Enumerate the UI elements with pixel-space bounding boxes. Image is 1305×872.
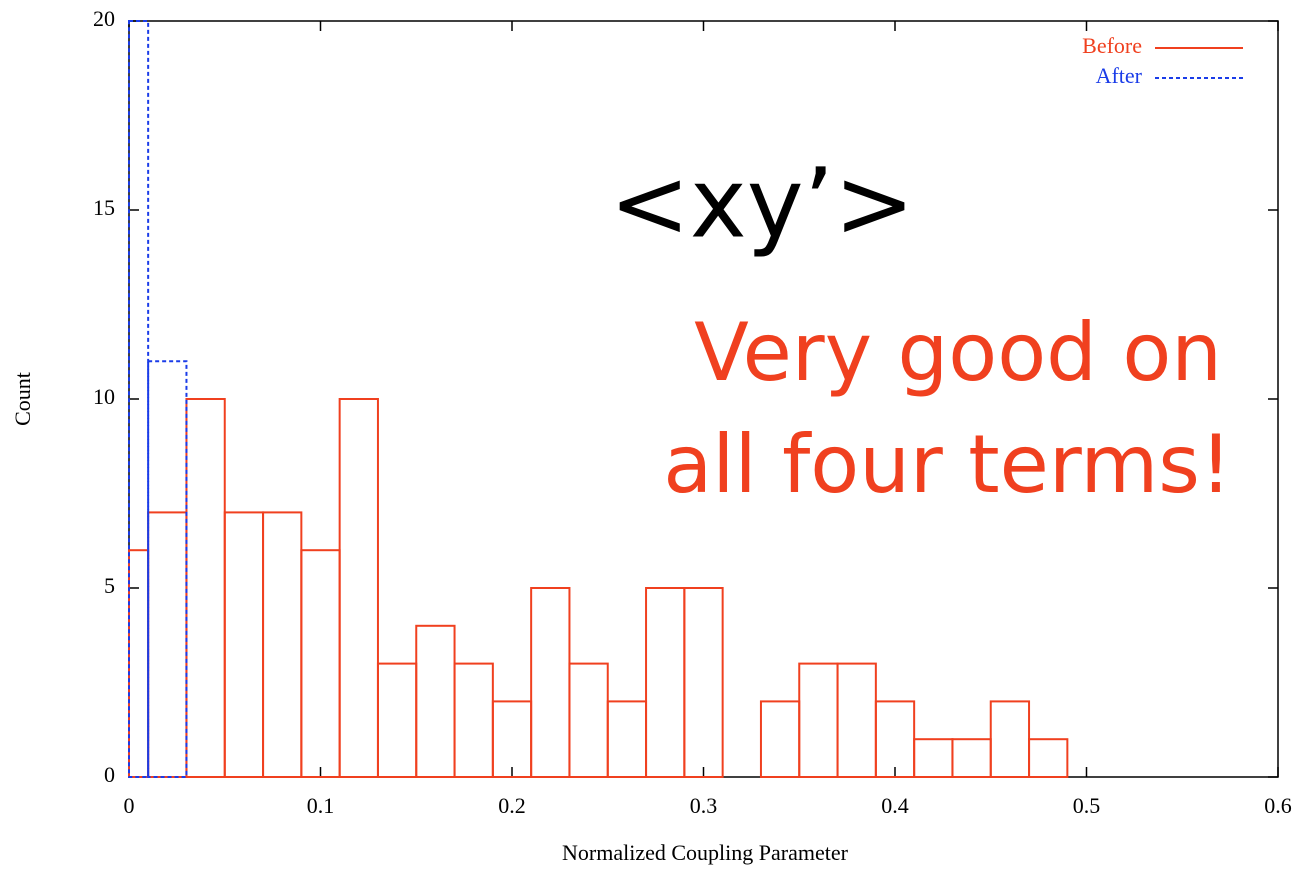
histogram-bar xyxy=(300,549,341,779)
y-tick-label: 15 xyxy=(93,195,115,220)
y-tick-label: 20 xyxy=(93,6,115,31)
histogram-bar xyxy=(798,662,839,778)
legend-label: Before xyxy=(1082,33,1142,58)
histogram-bar xyxy=(147,511,188,779)
histogram-bar xyxy=(989,700,1031,779)
histogram-bar xyxy=(1028,738,1069,779)
histogram-bar xyxy=(223,511,265,779)
x-tick-label: 0.3 xyxy=(690,793,718,818)
histogram-bar xyxy=(376,662,418,778)
x-axis-label: Normalized Coupling Parameter xyxy=(562,840,849,865)
legend-label: After xyxy=(1096,63,1143,88)
y-tick-label: 10 xyxy=(93,384,115,409)
histogram-bar xyxy=(606,700,648,779)
annotation: all four terms! xyxy=(663,418,1232,511)
histogram-bar xyxy=(128,20,150,778)
x-tick-label: 0.5 xyxy=(1073,793,1101,818)
histogram-bar xyxy=(262,511,303,779)
x-tick-label: 0.2 xyxy=(498,793,526,818)
histogram-bar xyxy=(128,549,150,779)
histogram-bar xyxy=(338,398,379,778)
histogram-bar xyxy=(147,360,188,778)
histogram-bar xyxy=(645,587,686,778)
y-axis-label: Count xyxy=(10,372,35,426)
histogram-bar xyxy=(568,662,609,778)
histogram-bar xyxy=(491,700,533,779)
histogram-bar xyxy=(874,700,916,779)
annotation: Very good on xyxy=(694,306,1222,399)
histogram-bar xyxy=(530,587,571,778)
annotation: <xy’> xyxy=(609,147,914,259)
y-tick-label: 0 xyxy=(104,762,115,787)
x-tick-label: 0 xyxy=(124,793,135,818)
histogram-bar xyxy=(951,738,992,779)
histogram-bar xyxy=(453,662,494,778)
y-tick-label: 5 xyxy=(104,573,115,598)
histogram-bar xyxy=(836,662,877,778)
histogram-bar xyxy=(913,738,954,779)
x-tick-label: 0.4 xyxy=(881,793,909,818)
histogram-bar xyxy=(185,398,226,778)
x-tick-label: 0.1 xyxy=(307,793,335,818)
x-tick-label: 0.6 xyxy=(1264,793,1292,818)
histogram-bar xyxy=(683,587,724,778)
histogram-bar xyxy=(415,624,456,778)
histogram-bar xyxy=(759,700,801,779)
